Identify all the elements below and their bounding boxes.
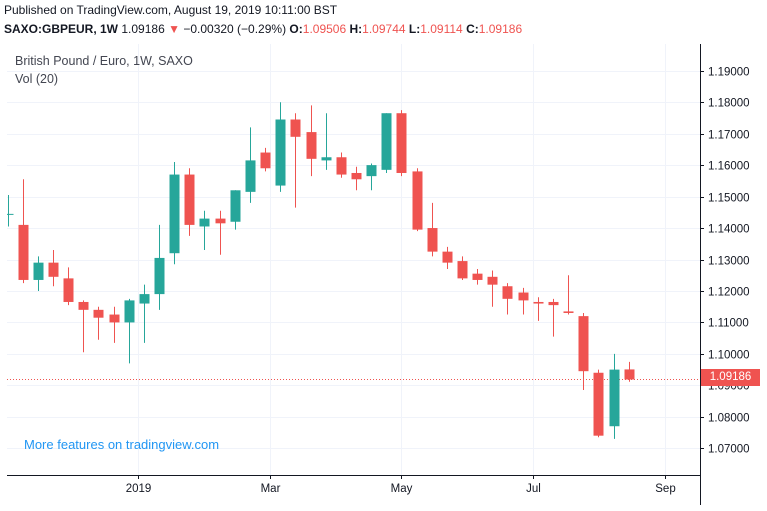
candle-body (548, 301, 559, 306)
candle-body (351, 172, 362, 180)
candle-body (93, 309, 104, 318)
candle-body (593, 372, 604, 436)
candle-body (275, 119, 286, 186)
candle-body (139, 294, 150, 304)
candle-body (18, 224, 29, 280)
candle-body (184, 174, 195, 225)
candle-body (260, 152, 271, 169)
candle-body (321, 157, 332, 161)
candle-body (169, 174, 180, 254)
candle-body (124, 300, 135, 323)
y-tick-label: 1.15000 (708, 193, 750, 205)
candle-body (63, 278, 74, 302)
candle-body (472, 273, 483, 280)
candle-body (245, 160, 256, 192)
candle-body (502, 286, 513, 299)
candle-body (199, 218, 210, 227)
down-arrow-icon: ▼ (168, 22, 180, 36)
candle-body (109, 314, 120, 323)
candle-body (396, 113, 407, 173)
candle-body (457, 261, 468, 279)
candle-body (33, 262, 44, 280)
candle-body (7, 213, 14, 215)
x-tick-label: Sep (655, 483, 675, 495)
y-tick-label: 1.13000 (708, 256, 750, 268)
candle-body (78, 301, 89, 310)
x-tick-label: Jul (526, 483, 541, 495)
candlestick-chart[interactable]: 1.070001.080001.090001.100001.110001.120… (7, 44, 760, 505)
symbol-label: SAXO:GBPEUR, 1W (4, 22, 119, 36)
y-tick-label: 1.16000 (708, 161, 750, 173)
y-tick-label: 1.11000 (708, 318, 749, 330)
x-tick-label: May (391, 483, 413, 495)
candle-body (427, 228, 438, 252)
candle-body (366, 165, 377, 177)
candle-body (336, 157, 347, 175)
candle-body (487, 276, 498, 285)
volume-indicator-label[interactable]: Vol (20) (15, 72, 59, 86)
price-change: −0.00320 (−0.29%) (183, 22, 287, 36)
high-value: 1.09744 (362, 22, 406, 36)
candle-body (215, 218, 226, 224)
candle-body (230, 190, 241, 222)
close-label: C: (466, 22, 479, 36)
y-tick-label: 1.19000 (708, 67, 750, 79)
high-label: H: (349, 22, 363, 36)
open-value: 1.09506 (302, 22, 347, 36)
y-tick-label: 1.08000 (708, 413, 750, 425)
y-tick-label: 1.07000 (708, 444, 750, 456)
candle-body (290, 119, 301, 137)
y-tick-label: 1.10000 (708, 350, 750, 362)
candle-body (533, 301, 544, 304)
more-features-link[interactable]: More features on tradingview.com (24, 437, 220, 452)
candle-body (154, 257, 165, 295)
chart-title: British Pound / Euro, 1W, SAXO (15, 54, 193, 68)
candle-body (306, 132, 317, 159)
candle-body (624, 369, 635, 380)
candle-body (518, 292, 529, 301)
candle-body (412, 171, 423, 230)
candle-body (48, 262, 59, 277)
chart-area[interactable]: 1.07000 1.08000 1.09000 1.10000 1.11000 1.120… (7, 44, 760, 505)
published-info: Published on TradingView.com, August 19,… (4, 3, 338, 17)
candle-body (578, 316, 589, 372)
y-tick-label: 1.17000 (708, 130, 750, 142)
y-tick-label: 1.12000 (708, 287, 750, 299)
low-label: L: (408, 22, 421, 36)
close-value: 1.09186 (478, 22, 523, 36)
y-tick-label: 1.18000 (708, 98, 750, 110)
x-tick-label: Mar (261, 483, 281, 495)
open-label: O: (289, 22, 303, 36)
candle-body (381, 113, 392, 170)
candle-body (442, 251, 453, 263)
quote-line: SAXO:GBPEUR, 1W 1.09186 ▼ −0.00320 (−0.2… (4, 22, 522, 36)
low-value: 1.09114 (420, 22, 463, 36)
x-tick-label: 2019 (126, 483, 152, 495)
candle-body (563, 311, 574, 313)
candle-body (609, 369, 620, 427)
y-tick-label: 1.14000 (708, 224, 750, 236)
last-price-tag: 1.09186 (701, 369, 760, 386)
last-price: 1.09186 (121, 22, 165, 36)
